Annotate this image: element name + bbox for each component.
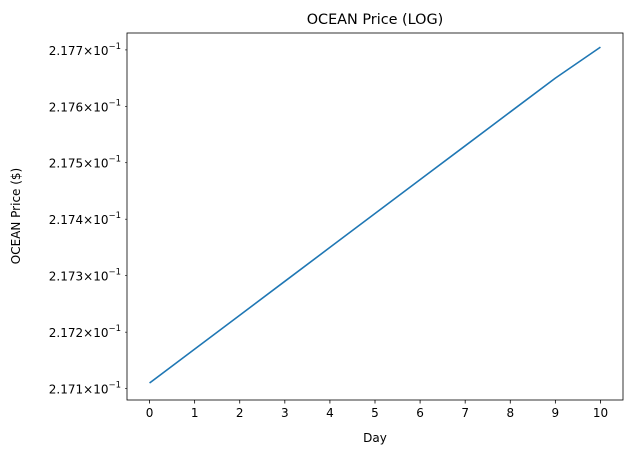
x-tick-label: 8 xyxy=(506,406,514,420)
y-axis-label: OCEAN Price ($) xyxy=(9,168,23,265)
chart-title: OCEAN Price (LOG) xyxy=(307,12,444,28)
x-tick-label: 0 xyxy=(146,406,154,420)
x-tick-label: 5 xyxy=(371,406,379,420)
x-tick-label: 10 xyxy=(593,406,608,420)
y-tick-mantissa: 2.177 xyxy=(49,44,83,58)
y-tick-base: 10 xyxy=(93,270,108,284)
x-tick-label: 4 xyxy=(326,406,334,420)
y-tick-exponent: −1 xyxy=(108,98,121,108)
x-tick-label: 9 xyxy=(552,406,560,420)
y-tick-exponent: −1 xyxy=(108,381,121,391)
y-tick-label: 2.175×10−1 xyxy=(49,155,121,171)
x-tick-label: 2 xyxy=(236,406,244,420)
y-tick-mantissa: 2.176 xyxy=(49,100,83,114)
x-axis: 0 1 2 3 4 5 6 7 8 9 10 xyxy=(146,400,608,420)
y-tick-exponent: −1 xyxy=(108,42,121,52)
y-tick-mantissa: 2.171 xyxy=(49,383,83,397)
x-tick-label: 1 xyxy=(191,406,199,420)
y-tick-label: 2.176×10−1 xyxy=(49,98,121,114)
y-tick-times: × xyxy=(83,157,93,171)
y-tick-base: 10 xyxy=(93,100,108,114)
y-tick-times: × xyxy=(83,270,93,284)
y-tick-exponent: −1 xyxy=(108,268,121,278)
y-tick-base: 10 xyxy=(93,326,108,340)
y-axis: 2.171×10−12.172×10−12.173×10−12.174×10−1… xyxy=(49,42,127,397)
y-tick-times: × xyxy=(83,100,93,114)
x-tick-label: 7 xyxy=(461,406,469,420)
y-tick-mantissa: 2.175 xyxy=(49,157,83,171)
y-tick-label: 2.174×10−1 xyxy=(49,211,121,227)
y-tick-times: × xyxy=(83,213,93,227)
series-line xyxy=(149,46,601,384)
y-tick-times: × xyxy=(83,326,93,340)
y-tick-exponent: −1 xyxy=(108,155,121,165)
y-tick-exponent: −1 xyxy=(108,324,121,334)
y-tick-base: 10 xyxy=(93,383,108,397)
y-tick-mantissa: 2.172 xyxy=(49,326,83,340)
x-axis-label: Day xyxy=(363,431,387,445)
y-tick-label: 2.171×10−1 xyxy=(49,381,121,397)
y-tick-exponent: −1 xyxy=(108,211,121,221)
y-tick-label: 2.173×10−1 xyxy=(49,268,121,284)
x-tick-label: 3 xyxy=(281,406,289,420)
y-tick-base: 10 xyxy=(93,44,108,58)
y-tick-times: × xyxy=(83,383,93,397)
y-tick-label: 2.177×10−1 xyxy=(49,42,121,58)
y-tick-mantissa: 2.174 xyxy=(49,213,83,227)
y-tick-base: 10 xyxy=(93,213,108,227)
x-tick-label: 6 xyxy=(416,406,424,420)
y-tick-times: × xyxy=(83,44,93,58)
plot-area xyxy=(126,32,624,401)
y-tick-base: 10 xyxy=(93,157,108,171)
y-tick-mantissa: 2.173 xyxy=(49,270,83,284)
y-tick-label: 2.172×10−1 xyxy=(49,324,121,340)
